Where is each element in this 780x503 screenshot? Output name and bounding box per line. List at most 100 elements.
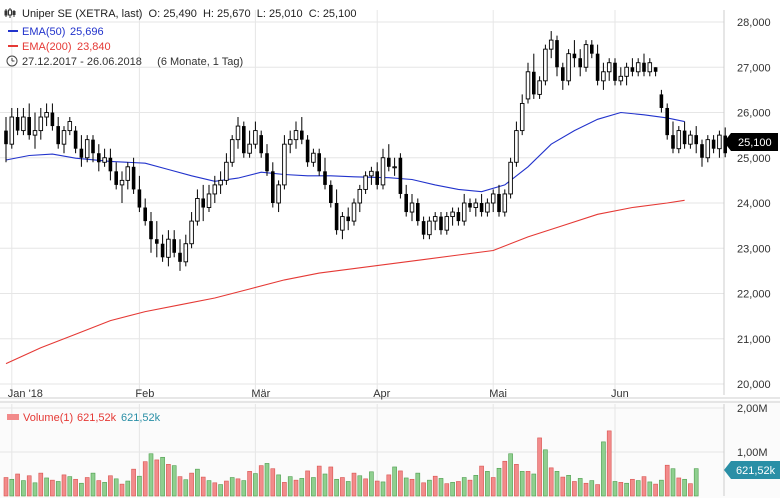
- candle: [671, 121, 675, 154]
- volume-bar-down: [328, 466, 334, 497]
- candle-body-up: [166, 238, 171, 258]
- candle: [409, 193, 415, 222]
- volume-bar-down: [572, 481, 577, 497]
- last-price-badge: 25,100: [724, 133, 778, 151]
- candle: [166, 230, 171, 267]
- volume-value-1: 621,52k: [77, 412, 117, 424]
- candle-body-down: [114, 171, 118, 185]
- ema50-label: EMA(50): [22, 26, 65, 38]
- candle-body-down: [15, 117, 20, 131]
- candle: [653, 67, 658, 77]
- volume-bar-up: [380, 481, 386, 497]
- volume-bar-down: [316, 465, 322, 497]
- ema200-layer: [5, 199, 685, 365]
- candle-body-up: [125, 166, 131, 181]
- candle: [555, 35, 559, 77]
- volume-bar-down: [595, 484, 600, 497]
- volume-bar-up: [369, 471, 374, 497]
- candle: [479, 193, 484, 217]
- candle: [79, 135, 84, 167]
- candle-body-up: [392, 166, 397, 169]
- candle: [149, 212, 153, 253]
- candle: [659, 89, 664, 113]
- volume-series: [3, 430, 699, 497]
- candle-body-down: [242, 126, 246, 154]
- candle-body-up: [119, 179, 125, 186]
- candle: [537, 76, 542, 99]
- volume-bar-down: [386, 474, 392, 497]
- candle: [137, 175, 142, 213]
- volume-bar-up: [125, 480, 131, 497]
- candle-body-down: [259, 135, 263, 154]
- volume-bar-up: [659, 479, 664, 497]
- volume-bar-up: [508, 453, 513, 497]
- volume-bar-down: [479, 465, 484, 497]
- candle: [172, 230, 176, 258]
- time-tick-label: Jan '18: [8, 388, 43, 400]
- candle: [473, 198, 479, 217]
- candle-body-down: [642, 62, 646, 72]
- candle-body-down: [305, 139, 310, 163]
- candle: [206, 184, 212, 213]
- time-tick-label: Feb: [135, 388, 154, 400]
- volume-bar-down: [676, 477, 682, 497]
- candle: [543, 44, 548, 86]
- volume-bar-up: [415, 472, 421, 497]
- candle: [624, 62, 629, 86]
- volume-bar-down: [154, 459, 160, 497]
- volume-bar-down: [200, 476, 206, 497]
- candle-body-up: [293, 130, 299, 141]
- candle-body-down: [334, 203, 339, 231]
- candle: [618, 67, 624, 86]
- candle: [519, 94, 525, 136]
- candle: [189, 212, 194, 249]
- candle: [323, 157, 327, 190]
- candle-body-down: [149, 221, 153, 240]
- volume-bar-up: [450, 482, 455, 497]
- candle: [387, 144, 391, 172]
- volume-label: Volume(1): [23, 412, 73, 424]
- candle: [514, 121, 519, 167]
- volume-bar-down: [50, 479, 55, 497]
- candle: [73, 126, 78, 154]
- candle-body-down: [201, 198, 205, 208]
- volume-bar-down: [177, 476, 183, 497]
- candle-body-up: [583, 44, 589, 68]
- candle-body-up: [618, 75, 624, 82]
- volume-bar-down: [363, 478, 368, 497]
- last-price-value: 25,100: [738, 137, 772, 149]
- volume-bar-up: [531, 473, 537, 497]
- volume-bar-down: [456, 481, 461, 497]
- candle: [357, 184, 363, 213]
- candle: [595, 44, 600, 86]
- candle-body-down: [27, 117, 31, 136]
- period-text: 27.12.2017 - 26.06.2018 (6 Monate, 1 Tag…: [22, 56, 243, 68]
- volume-bar-up: [485, 471, 490, 497]
- candle-body-up: [212, 184, 218, 195]
- candle-body-up: [340, 216, 345, 231]
- volume-bar-up: [241, 480, 247, 497]
- candle: [50, 103, 55, 131]
- volume-bar-up: [311, 477, 316, 497]
- candle: [329, 180, 333, 208]
- candle-body-down: [73, 130, 78, 149]
- candle: [468, 198, 472, 213]
- candle-body-down: [590, 44, 594, 54]
- volume-bar-up: [44, 477, 49, 497]
- candle-body-up: [427, 220, 432, 236]
- candle: [21, 107, 26, 136]
- candle: [259, 130, 263, 158]
- candle: [606, 58, 612, 81]
- candle-body-down: [653, 67, 658, 72]
- price-tick-label: 21,000: [737, 334, 771, 346]
- candle-body-down: [4, 130, 8, 145]
- volume-bar-up: [90, 472, 96, 497]
- candle-body-down: [50, 112, 55, 127]
- volume-bar-down: [374, 480, 380, 497]
- candle-body-down: [421, 221, 426, 235]
- candle-body-down: [497, 193, 501, 213]
- clock-icon: [6, 55, 18, 67]
- candle: [439, 212, 443, 235]
- candle: [647, 58, 653, 77]
- volume-legend: Volume(1) 621,52k 621,52k: [7, 412, 161, 424]
